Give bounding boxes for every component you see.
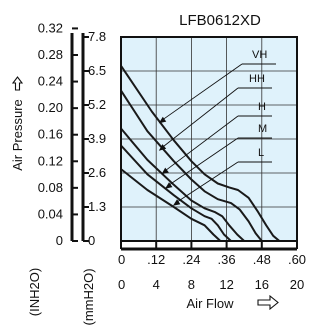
series-label-hh: HH bbox=[249, 73, 265, 85]
series-line-hh bbox=[120, 90, 263, 242]
series-line-m bbox=[120, 144, 232, 242]
y-axis-right: 7.8 6.5 5.2 3.9 2.6 1.3 0 bbox=[81, 29, 106, 248]
x-top-tick-label: .36 bbox=[218, 252, 236, 267]
left-tick-label: 0.28 bbox=[38, 47, 63, 62]
right-tick-label: 7.8 bbox=[88, 29, 106, 44]
right-tick-label: 0 bbox=[88, 233, 95, 248]
x-axis-top: 0 .12 .24 .36 .48 .60 bbox=[118, 242, 306, 267]
x-axis-title: Air Flow bbox=[187, 296, 235, 311]
callout-leader-h bbox=[164, 115, 239, 172]
series-label-l: L bbox=[258, 147, 264, 159]
callout-leader-hh bbox=[161, 87, 239, 149]
left-tick-label: 0.24 bbox=[38, 74, 63, 89]
left-tick-label: 0.04 bbox=[38, 206, 63, 221]
left-tick-label: 0.20 bbox=[38, 100, 63, 115]
y-unit-right: (mmH2O) bbox=[81, 268, 96, 325]
y-axis-left: 0.32 0.28 0.24 0.20 0.16 0.12 0.08 0.04 0 bbox=[38, 20, 78, 248]
x-bottom-tick-label: 0 bbox=[118, 277, 125, 292]
x-top-tick-label: .60 bbox=[288, 252, 306, 267]
x-bottom-tick-label: 12 bbox=[219, 277, 233, 292]
y-axis-title: Air Pressure bbox=[10, 99, 25, 171]
left-tick-label: 0.12 bbox=[38, 153, 63, 168]
series-label-vh: VH bbox=[252, 49, 267, 61]
callout-arrowhead-hh bbox=[158, 144, 167, 151]
right-tick-label: 5.2 bbox=[88, 97, 106, 112]
left-tick-label: 0.16 bbox=[38, 127, 63, 142]
x-bottom-tick-label: 16 bbox=[255, 277, 269, 292]
left-tick-label: 0.08 bbox=[38, 180, 63, 195]
x-top-tick-label: 0 bbox=[118, 252, 125, 267]
plot-frame bbox=[120, 36, 298, 242]
x-top-tick-label: .24 bbox=[182, 252, 200, 267]
grid bbox=[121, 37, 297, 241]
callout-arrowhead-l bbox=[172, 199, 181, 206]
x-bottom-tick-label: 4 bbox=[153, 277, 160, 292]
plot-border bbox=[120, 36, 298, 242]
series-label-h: H bbox=[258, 101, 266, 113]
left-tick-label: 0.32 bbox=[38, 20, 63, 35]
x-bottom-tick-label: 8 bbox=[188, 277, 195, 292]
callout-leader-l bbox=[175, 161, 239, 204]
x-bottom-tick-label: 20 bbox=[290, 277, 304, 292]
series-line-vh bbox=[120, 65, 281, 242]
x-top-tick-label: .12 bbox=[147, 252, 165, 267]
right-tick-label: 2.6 bbox=[88, 165, 106, 180]
series-label-m: M bbox=[258, 123, 267, 135]
chart-title: LFB0612XD bbox=[179, 12, 261, 29]
y-unit-left: (INH2O) bbox=[27, 268, 42, 316]
right-tick-label: 6.5 bbox=[88, 63, 106, 78]
series-line-h bbox=[120, 127, 245, 242]
x-axis-bottom: 0 4 8 12 16 20 bbox=[118, 277, 304, 292]
left-tick-label: 0 bbox=[56, 233, 63, 248]
callout-leader-m bbox=[167, 137, 239, 187]
y-axis-arrow-icon bbox=[11, 76, 24, 91]
callout-arrowhead-vh bbox=[158, 116, 167, 124]
right-tick-label: 3.9 bbox=[88, 131, 106, 146]
callout-arrowhead-h bbox=[161, 167, 169, 175]
x-top-tick-label: .48 bbox=[253, 252, 271, 267]
series-line-l bbox=[120, 168, 222, 242]
callout-leader-vh bbox=[161, 63, 243, 121]
x-axis-arrow-icon bbox=[257, 294, 279, 311]
series-lines bbox=[120, 65, 281, 242]
callout-arrowhead-m bbox=[165, 182, 173, 189]
right-tick-label: 1.3 bbox=[88, 199, 106, 214]
